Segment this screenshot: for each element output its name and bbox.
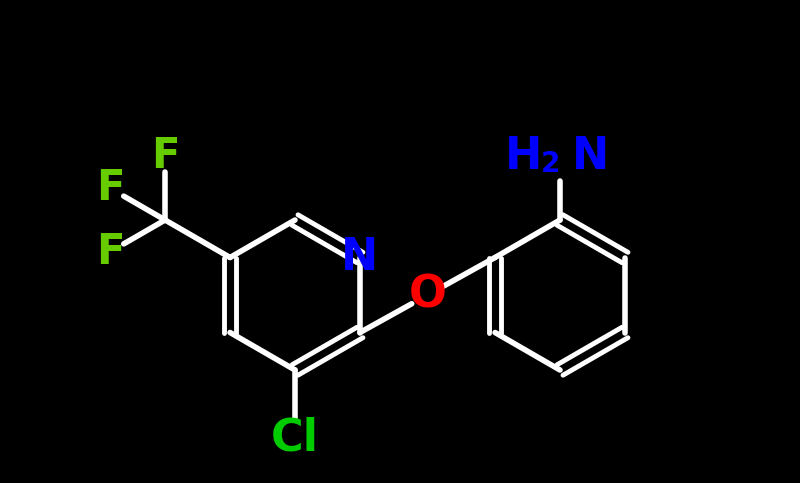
- Text: Cl: Cl: [271, 416, 319, 459]
- Text: F: F: [151, 135, 179, 177]
- Text: N: N: [342, 236, 378, 279]
- Text: F: F: [96, 167, 124, 209]
- Text: N: N: [572, 135, 610, 178]
- Text: F: F: [96, 231, 124, 273]
- Text: H: H: [505, 135, 542, 178]
- Text: O: O: [409, 273, 446, 316]
- Text: 2: 2: [540, 150, 560, 178]
